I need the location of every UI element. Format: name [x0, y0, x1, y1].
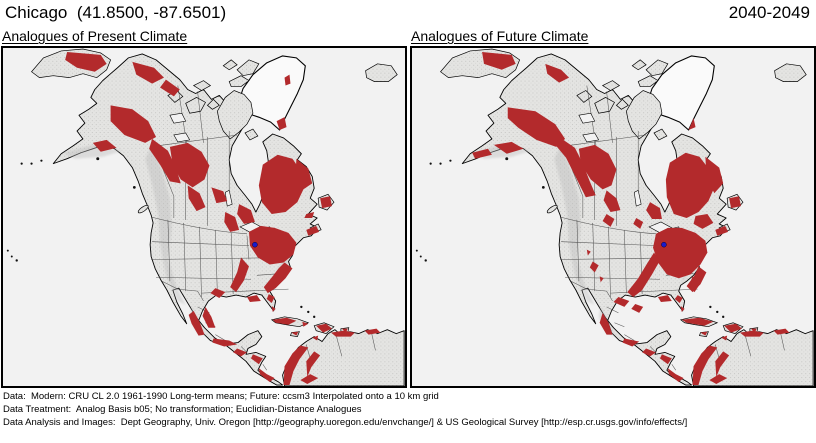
- future-analogue-regions: [472, 51, 790, 386]
- chicago-location-marker: [252, 241, 258, 248]
- page-title: Chicago (41.8500, -87.6501): [5, 3, 227, 22]
- present-analogue-regions: [65, 51, 381, 386]
- data-treatment-note: Data Treatment: Analog Basis b05; No tra…: [3, 404, 362, 415]
- future-climate-panel-label: Analogues of Future Climate: [411, 28, 589, 44]
- chicago-location-marker: [661, 241, 667, 248]
- decade-period-label: 2040-2049: [728, 3, 810, 22]
- data-credits-note: Data Analysis and Images: Dept Geography…: [3, 417, 688, 428]
- present-climate-map-svg: [3, 48, 405, 386]
- present-climate-panel-label: Analogues of Present Climate: [2, 28, 188, 44]
- future-climate-map: [410, 46, 816, 388]
- data-source-note: Data: Modern: CRU CL 2.0 1961-1990 Long-…: [3, 391, 439, 402]
- future-climate-map-svg: [412, 48, 814, 386]
- present-climate-map: [1, 46, 407, 388]
